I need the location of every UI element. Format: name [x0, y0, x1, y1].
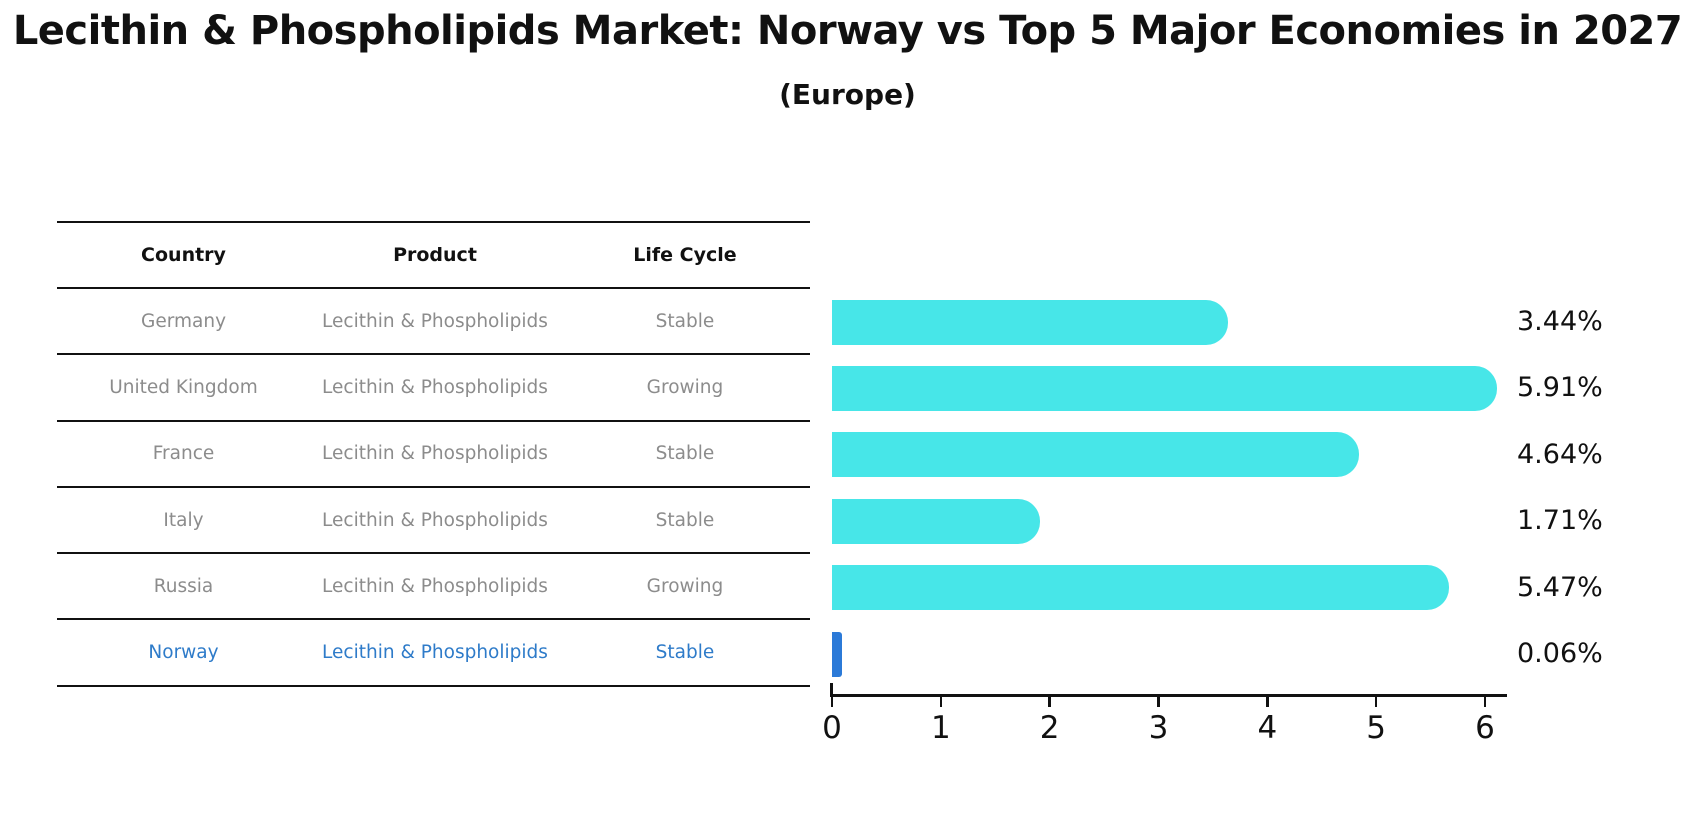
value-label-norway: 0.06%: [1517, 638, 1603, 669]
x-axis-tick-label: 6: [1475, 710, 1495, 746]
table-cell-life-cycle: Stable: [655, 509, 715, 531]
table-cell-country: Germany: [140, 310, 227, 332]
x-axis-tick: [1266, 696, 1269, 707]
x-axis-tick-label: 1: [930, 710, 951, 746]
value-label-united-kingdom: 5.91%: [1517, 372, 1603, 403]
x-axis-tick: [939, 696, 943, 707]
bar-germany: [832, 299, 1229, 345]
table-header-row: Country Product Life Cycle: [57, 223, 810, 289]
table-row: Germany Lecithin & Phospholipids Stable: [57, 289, 810, 356]
table-cell-country: United Kingdom: [109, 376, 258, 398]
x-axis-tick: [1157, 696, 1160, 707]
table-row: Italy Lecithin & Phospholipids Stable: [57, 488, 810, 555]
table-cell-country: France: [152, 443, 215, 465]
x-axis-tick: [1374, 696, 1378, 707]
table-row: Norway Lecithin & Phospholipids Stable: [57, 620, 810, 687]
bar-russia: [832, 565, 1450, 610]
x-axis-tick-label: 2: [1039, 710, 1060, 746]
bar-norway: [832, 631, 842, 677]
table-cell-product: Lecithin & Phospholipids: [322, 509, 548, 531]
table-cell-life-cycle: Stable: [655, 642, 715, 664]
x-axis-tick: [1048, 696, 1051, 707]
x-axis-line: [830, 694, 1507, 697]
x-axis-tick: [830, 696, 834, 707]
table-cell-life-cycle: Growing: [646, 376, 724, 398]
table-cell-product: Lecithin & Phospholipids: [322, 575, 548, 597]
table-cell-life-cycle: Stable: [655, 310, 715, 332]
x-axis-left-stub: [830, 683, 833, 695]
table-row: Russia Lecithin & Phospholipids Growing: [57, 554, 810, 621]
table-row: France Lecithin & Phospholipids Stable: [57, 422, 810, 488]
value-label-germany: 3.44%: [1517, 306, 1603, 337]
table-cell-country: Russia: [153, 575, 214, 597]
chart-title: Lecithin & Phospholipids Market: Norway …: [12, 8, 1683, 54]
table-header-product: Product: [393, 244, 477, 266]
bar-italy: [832, 498, 1041, 544]
table-cell-country: Italy: [163, 509, 204, 531]
table-cell-product: Lecithin & Phospholipids: [322, 443, 548, 465]
x-axis-tick: [1483, 696, 1487, 707]
value-label-russia: 5.47%: [1517, 571, 1603, 603]
table-body: Germany Lecithin & Phospholipids Stable Uni…: [57, 289, 810, 687]
x-axis-tick-label: 3: [1148, 710, 1169, 746]
country-table: Country Product Life Cycle Germany Lecith…: [57, 221, 810, 687]
table-header-country: Country: [141, 244, 226, 266]
table-cell-life-cycle: Growing: [646, 575, 724, 597]
x-axis-tick-label: 4: [1257, 710, 1278, 746]
table-cell-country: Norway: [148, 642, 219, 664]
table-row: United Kingdom Lecithin & Phospholipids Gr…: [57, 355, 810, 422]
table-cell-product: Lecithin & Phospholipids: [322, 376, 548, 398]
bar-united-kingdom: [832, 365, 1498, 411]
table-cell-life-cycle: Stable: [655, 443, 715, 465]
table-header-life-cycle: Life Cycle: [633, 244, 737, 266]
bar-france: [832, 432, 1359, 477]
value-label-france: 4.64%: [1517, 438, 1603, 470]
x-axis-tick-label: 0: [822, 710, 842, 746]
x-axis-tick-label: 5: [1366, 710, 1387, 746]
table-cell-product: Lecithin & Phospholipids: [322, 642, 548, 664]
value-label-italy: 1.71%: [1517, 505, 1603, 536]
chart-subtitle: (Europe): [779, 78, 916, 111]
table-cell-product: Lecithin & Phospholipids: [322, 310, 548, 332]
